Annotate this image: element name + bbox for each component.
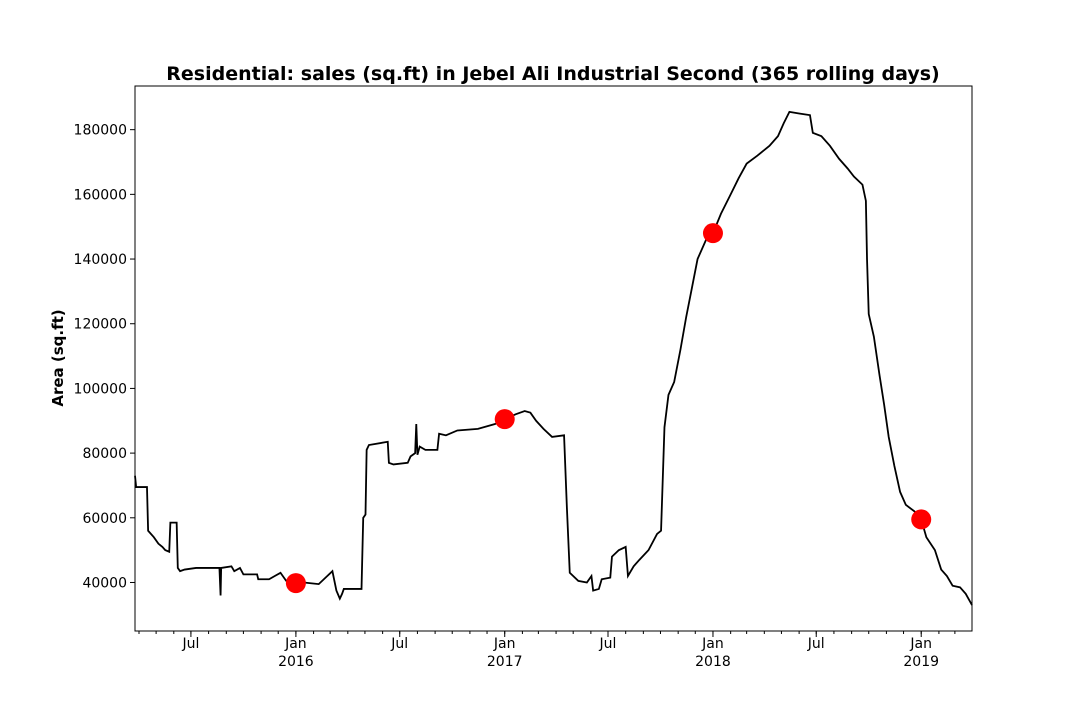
- x-tick-label: Jan: [284, 636, 307, 652]
- highlight-marker: [494, 409, 515, 430]
- x-tick-year-label: 2016: [278, 654, 314, 670]
- y-axis: 40000 60000 80000 100000 120000 140000 160000 1…: [74, 123, 135, 591]
- x-tick-label: Jan: [493, 636, 516, 652]
- y-axis-label: Area (sq.ft): [49, 309, 67, 406]
- x-tick-label: Jul: [390, 636, 408, 652]
- x-tick-year-label: 2019: [903, 654, 939, 670]
- x-tick-year-label: 2018: [695, 654, 731, 670]
- plot-frame: [134, 85, 973, 632]
- chart-title: Residential: sales (sq.ft) in Jebel Ali …: [166, 63, 939, 85]
- y-tick-label: 180000: [74, 123, 127, 139]
- y-tick-label: 60000: [82, 511, 127, 527]
- x-axis: Jul Jan 2016 Jul Jan 2017 Jul Jan 2018 Jul Jan 2019: [138, 631, 956, 670]
- x-tick-label: Jul: [807, 636, 825, 652]
- y-tick-label: 120000: [74, 317, 127, 333]
- y-tick-label: 140000: [74, 252, 127, 268]
- x-tick-label: Jul: [181, 636, 199, 652]
- series-layer: [134, 110, 973, 606]
- y-tick-label: 160000: [74, 187, 127, 203]
- x-tick-label: Jan: [701, 636, 724, 652]
- x-tick-label: Jan: [909, 636, 932, 652]
- y-tick-label: 80000: [82, 446, 127, 462]
- x-tick-label: Jul: [599, 636, 617, 652]
- y-tick-label: 100000: [74, 381, 127, 397]
- series-line: [134, 110, 973, 606]
- x-tick-year-label: 2017: [487, 654, 523, 670]
- highlight-marker: [911, 509, 932, 530]
- highlight-marker: [285, 573, 306, 594]
- marker-layer: [285, 223, 932, 594]
- highlight-marker: [702, 223, 723, 244]
- y-tick-label: 40000: [82, 575, 127, 591]
